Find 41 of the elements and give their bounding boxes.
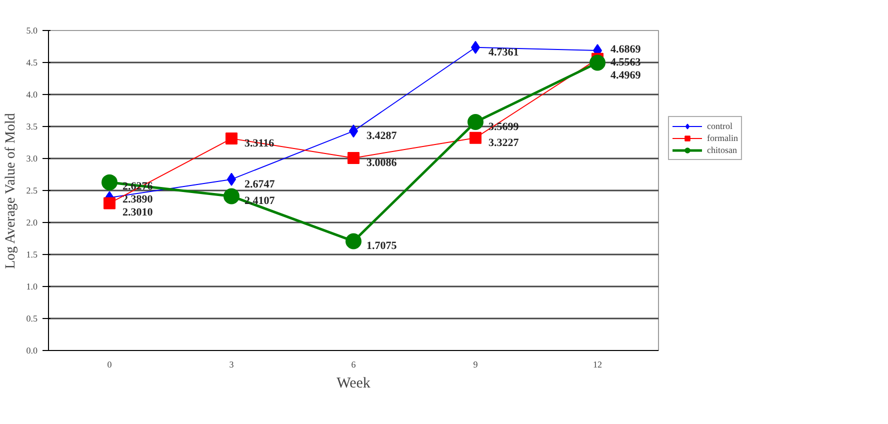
data-label: 2.6747	[244, 178, 276, 190]
text: 2.0	[26, 218, 38, 228]
point	[468, 114, 484, 130]
text: 3.0	[26, 154, 38, 164]
text: 1.5	[26, 250, 38, 260]
text: 1.0	[26, 282, 38, 292]
point	[470, 132, 482, 144]
point	[224, 188, 240, 204]
point	[346, 233, 362, 250]
x-tick-label: 0	[107, 360, 112, 370]
x-tick-label: 12	[593, 360, 602, 370]
point	[226, 132, 238, 145]
data-label: 2.3010	[122, 206, 154, 218]
text: 5.0	[26, 26, 38, 36]
data-label: 2.4107	[244, 195, 276, 208]
text: 0.0	[26, 346, 38, 356]
text: 0.5	[26, 314, 38, 324]
legend-label: chitosan	[707, 145, 737, 155]
data-label: 3.0086	[366, 156, 398, 169]
data-label: 3.4287	[366, 130, 398, 142]
y-axis-title: Log Average Value of Mold	[3, 113, 18, 269]
data-label: 4.4969	[610, 69, 642, 82]
text: 4.0	[26, 90, 38, 100]
data-label: 4.7361	[488, 46, 519, 58]
text: 4.5	[26, 58, 38, 68]
point	[590, 54, 606, 71]
point	[348, 152, 360, 164]
text: 2.5	[26, 186, 38, 196]
data-label: 4.6869	[610, 43, 642, 56]
x-tick-label: 9	[473, 360, 478, 370]
data-label: 2.3890	[122, 193, 154, 206]
data-label: 3.3227	[488, 136, 520, 149]
point	[102, 174, 118, 190]
data-label: 1.7075	[366, 240, 398, 252]
legend-label: formalin	[707, 133, 738, 143]
x-axis-title: Week	[336, 376, 371, 392]
x-tick-label: 6	[351, 360, 356, 370]
point	[104, 197, 116, 210]
legend-label: control	[707, 121, 732, 131]
text: 3.5	[26, 122, 38, 132]
x-tick-label: 3	[229, 360, 234, 370]
